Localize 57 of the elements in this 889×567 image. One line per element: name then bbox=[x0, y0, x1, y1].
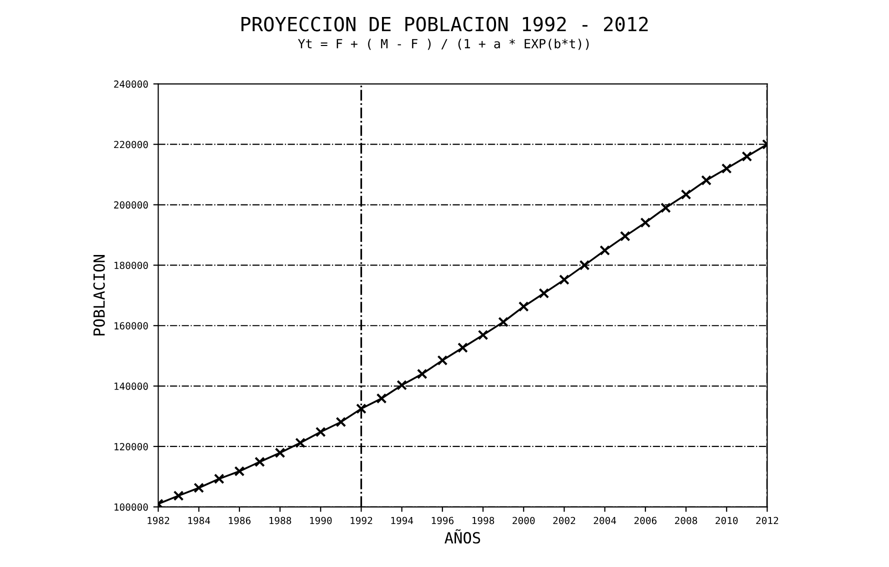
point bbox=[559, 274, 570, 285]
y-tick-label: 240000 bbox=[114, 80, 148, 88]
point bbox=[295, 438, 306, 448]
x-tick-label: 1996 bbox=[432, 516, 454, 524]
point bbox=[173, 490, 184, 501]
point bbox=[701, 175, 712, 186]
x-tick-label: 1982 bbox=[148, 516, 170, 524]
x-tick-label: 2002 bbox=[553, 516, 576, 524]
point bbox=[458, 342, 468, 353]
x-tick-label: 1986 bbox=[228, 516, 251, 524]
x-tick-label: 1990 bbox=[310, 516, 332, 524]
point bbox=[660, 202, 671, 213]
y-tick-label: 160000 bbox=[114, 322, 148, 330]
y-tick-label: 180000 bbox=[114, 262, 148, 270]
x-tick-label: 2010 bbox=[716, 516, 738, 524]
point bbox=[194, 482, 204, 494]
x-tick-label: 2006 bbox=[634, 516, 656, 524]
point bbox=[742, 151, 752, 162]
x-tick-label: 2008 bbox=[675, 516, 698, 524]
x-tick-label: 2000 bbox=[512, 516, 535, 524]
x-tick-label: 2004 bbox=[594, 516, 616, 524]
x-tick-label: 1988 bbox=[269, 516, 292, 524]
point bbox=[274, 448, 286, 458]
y-tick-label: 100000 bbox=[114, 503, 148, 511]
y-tick-label: 120000 bbox=[114, 442, 148, 450]
point bbox=[498, 316, 509, 328]
point bbox=[478, 330, 488, 340]
chart-subtitle: Yt = F + ( M - F ) / (1 + a * EXP(b*t)) bbox=[298, 38, 589, 50]
point bbox=[600, 245, 610, 256]
point bbox=[396, 380, 408, 390]
chart-title: PROYECCION DE POBLACION 1992 - 2012 bbox=[242, 16, 648, 32]
point bbox=[620, 230, 630, 242]
point bbox=[234, 466, 245, 476]
point bbox=[721, 163, 732, 174]
y-axis-title: POBLACION bbox=[93, 255, 105, 336]
x-tick-label: 1994 bbox=[391, 516, 414, 524]
x-tick-label: 1992 bbox=[350, 516, 372, 524]
point bbox=[640, 217, 651, 228]
point bbox=[356, 403, 366, 414]
x-tick-label: 2012 bbox=[756, 516, 778, 524]
point bbox=[254, 456, 265, 468]
point bbox=[518, 301, 529, 312]
point bbox=[315, 426, 326, 438]
x-tick-label: 1998 bbox=[472, 516, 494, 524]
point bbox=[214, 474, 224, 484]
point bbox=[416, 368, 428, 380]
point bbox=[538, 288, 550, 299]
point bbox=[680, 189, 692, 200]
y-tick-label: 220000 bbox=[114, 140, 148, 148]
x-tick-label: 1984 bbox=[188, 516, 210, 524]
point bbox=[376, 393, 387, 404]
point bbox=[336, 416, 346, 428]
y-tick-label: 140000 bbox=[114, 382, 148, 390]
y-tick-label: 200000 bbox=[114, 201, 148, 209]
point bbox=[437, 355, 448, 366]
point bbox=[579, 260, 590, 270]
x-axis-title: AÑOS bbox=[444, 529, 480, 544]
